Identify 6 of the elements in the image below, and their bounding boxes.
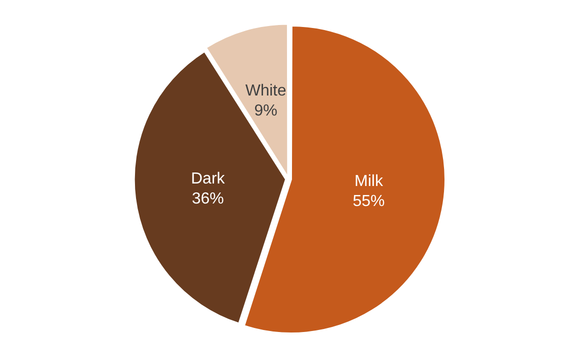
data-label: 55% <box>352 193 385 210</box>
data-label: 36% <box>192 190 224 208</box>
slice-label: White <box>245 82 286 100</box>
data-label: 9% <box>254 102 278 120</box>
slice-label: Milk <box>354 173 384 190</box>
slice-label: Dark <box>191 170 226 188</box>
